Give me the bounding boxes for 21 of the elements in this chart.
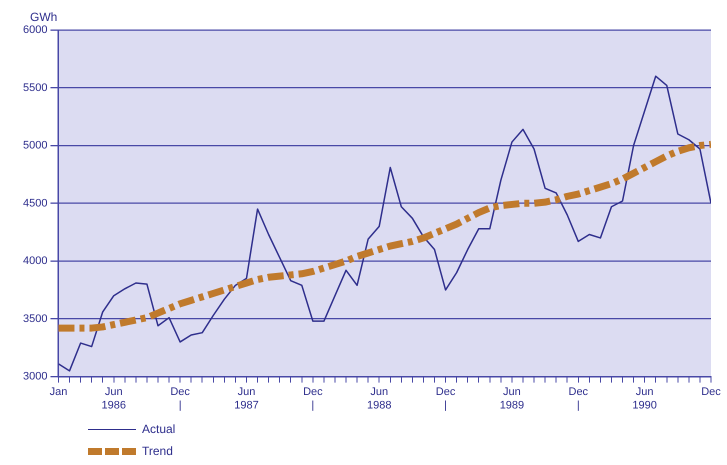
y-axis-title: GWh <box>30 10 58 24</box>
y-tick-label: 3000 <box>22 370 48 383</box>
x-tick-label: Dec | <box>303 386 324 412</box>
x-tick-label: Dec | <box>568 386 589 412</box>
x-tick-label: Jun 1986 <box>102 386 126 412</box>
legend-label: Trend <box>142 444 173 458</box>
x-tick-label: Jun 1989 <box>500 386 524 412</box>
y-tick-label: 5500 <box>22 82 48 94</box>
x-tick-label: Jun 1988 <box>366 386 392 412</box>
y-tick-label: 5000 <box>22 140 48 152</box>
x-tick-label: Dec | <box>436 386 456 412</box>
y-tick-label: 3500 <box>22 312 48 325</box>
x-tick-label: Dec <box>701 386 722 398</box>
x-tick-label: Jun 1990 <box>632 386 657 412</box>
y-tick-label: 4500 <box>22 197 48 210</box>
legend-label: Actual <box>142 422 176 436</box>
y-tick-label: 4000 <box>22 255 48 268</box>
x-tick-label: Jun 1987 <box>234 386 259 412</box>
y-tick-label: 6000 <box>22 24 48 36</box>
x-tick-label: Dec | <box>170 386 190 412</box>
x-tick-label: Jan <box>50 386 68 398</box>
